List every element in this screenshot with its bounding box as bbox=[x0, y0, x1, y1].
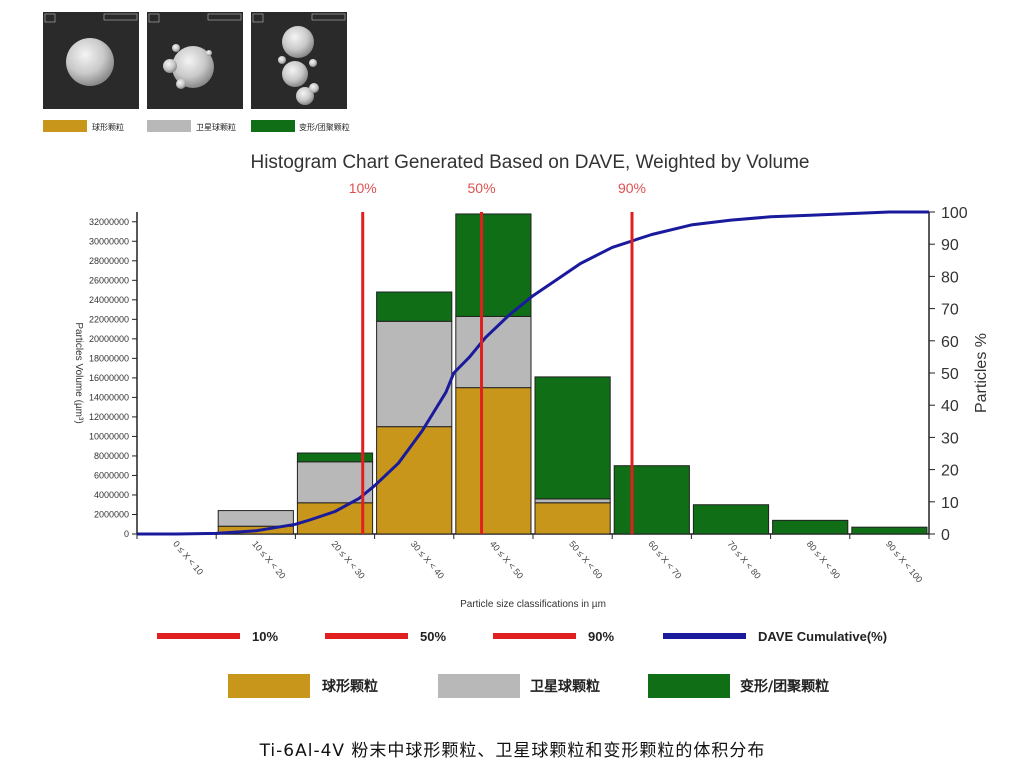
legend-label-satellite: 卫星球颗粒 bbox=[530, 678, 600, 695]
bar-6-series-2 bbox=[613, 465, 690, 535]
bar-5-series-0 bbox=[534, 502, 611, 535]
x-axis-label: Particle size classifications in µm bbox=[460, 599, 606, 610]
y-tick-label: 0 bbox=[124, 529, 129, 539]
y-tick-label: 4000000 bbox=[94, 490, 129, 500]
bar-3-series-0 bbox=[376, 426, 453, 535]
y2-tick-label: 40 bbox=[941, 398, 959, 415]
y-tick-label: 24000000 bbox=[89, 295, 129, 305]
x-tick-label: 20 ≤ X < 30 bbox=[329, 539, 366, 581]
y-tick-label: 10000000 bbox=[89, 431, 129, 441]
thumb-legend-swatch-2 bbox=[251, 120, 295, 132]
legend-swatch-satellite bbox=[438, 674, 520, 698]
x-tick-label: 70 ≤ X < 80 bbox=[725, 539, 762, 581]
y2-tick-label: 10 bbox=[941, 495, 959, 512]
thumb-legend-swatch-0 bbox=[43, 120, 87, 132]
axes bbox=[136, 212, 930, 535]
legend-label-90: 90% bbox=[588, 629, 614, 644]
y2-tick-label: 80 bbox=[941, 269, 959, 286]
x-tick-label: 80 ≤ X < 90 bbox=[805, 539, 842, 581]
x-tick-label: 40 ≤ X < 50 bbox=[488, 539, 525, 581]
thumbnail-satellite bbox=[147, 12, 243, 109]
y-tick-label: 14000000 bbox=[89, 392, 129, 402]
legend-label-50: 50% bbox=[420, 629, 446, 644]
x-tick-label: 0 ≤ X < 10 bbox=[171, 539, 205, 577]
figure-caption: Ti-6Al-4V 粉末中球形颗粒、卫星球颗粒和变形颗粒的体积分布 bbox=[259, 741, 766, 761]
chart: 球形颗粒 卫星球颗粒 变形/团聚颗粒 Histogram Chart Gener… bbox=[43, 12, 990, 698]
y-tick-label: 2000000 bbox=[94, 509, 129, 519]
y-tick-label: 30000000 bbox=[89, 236, 129, 246]
legend-label-spherical: 球形颗粒 bbox=[322, 678, 378, 695]
y-tick-label: 12000000 bbox=[89, 412, 129, 422]
legend-swatch-spherical bbox=[228, 674, 310, 698]
cumulative-layer bbox=[137, 210, 929, 536]
bar-5-series-1 bbox=[534, 498, 611, 504]
chart-title: Histogram Chart Generated Based on DAVE,… bbox=[250, 152, 809, 173]
y-tick-label: 18000000 bbox=[89, 353, 129, 363]
x-ticks: 0 ≤ X < 10 10 ≤ X < 20 20 ≤ X < 30 30 ≤ X <… bbox=[136, 534, 930, 585]
x-tick-label: 90 ≤ X < 100 bbox=[884, 539, 925, 585]
cumulative-line bbox=[137, 210, 929, 536]
y-tick-label: 8000000 bbox=[94, 451, 129, 461]
y2-axis-label: Particles % bbox=[973, 333, 990, 413]
bar-8-series-2 bbox=[772, 519, 849, 535]
y-tick-label: 16000000 bbox=[89, 373, 129, 383]
thumb-legend-label-0: 球形颗粒 bbox=[92, 122, 124, 132]
legend-label-cumulative: DAVE Cumulative(%) bbox=[758, 629, 887, 644]
y-axis-label: Particles Volume (µm³) bbox=[73, 322, 84, 423]
y-ticks-left: 0 2000000 4000000 6000000 8000000 10000000 120… bbox=[89, 217, 137, 539]
bar-5-series-2 bbox=[534, 376, 611, 500]
bar-4-series-0 bbox=[455, 387, 532, 535]
y2-tick-label: 90 bbox=[941, 237, 959, 254]
thumb-legend-swatch-1 bbox=[147, 120, 191, 132]
bar-1-series-1 bbox=[217, 510, 294, 527]
bar-2-series-2 bbox=[296, 452, 374, 463]
percentile-label-1: 50% bbox=[468, 180, 496, 196]
legend-label-10: 10% bbox=[252, 629, 278, 644]
y2-tick-label: 20 bbox=[941, 463, 959, 480]
legend-swatches: 球形颗粒 卫星球颗粒 变形/团聚颗粒 bbox=[228, 674, 829, 698]
percentile-label-2: 90% bbox=[618, 180, 646, 196]
bar-3-series-2 bbox=[376, 291, 453, 322]
legend-label-deformed: 变形/团聚颗粒 bbox=[740, 678, 829, 695]
percentile-layer: 10% 50% 90% bbox=[349, 180, 646, 534]
thumbnail-deformed bbox=[251, 12, 347, 109]
thumb-legend-label-2: 变形/团聚颗粒 bbox=[299, 122, 350, 132]
thumbnail-spherical bbox=[43, 12, 139, 109]
bar-4-series-1 bbox=[455, 315, 532, 389]
y2-tick-label: 60 bbox=[941, 334, 959, 351]
y-tick-label: 26000000 bbox=[89, 275, 129, 285]
thumbnail-legend: 球形颗粒 卫星球颗粒 变形/团聚颗粒 bbox=[43, 120, 350, 132]
x-tick-label: 10 ≤ X < 20 bbox=[250, 539, 287, 581]
x-tick-label: 50 ≤ X < 60 bbox=[567, 539, 604, 581]
bar-4-series-2 bbox=[455, 213, 532, 317]
y-tick-label: 22000000 bbox=[89, 314, 129, 324]
percentile-label-0: 10% bbox=[349, 180, 377, 196]
y-ticks-right: 0 10 20 30 40 50 60 70 80 90 100 bbox=[929, 205, 968, 544]
legend-swatch-deformed bbox=[648, 674, 730, 698]
thumb-legend-label-1: 卫星球颗粒 bbox=[196, 122, 236, 132]
y-tick-label: 32000000 bbox=[89, 217, 129, 227]
sem-thumbnails bbox=[43, 12, 347, 109]
y2-tick-label: 50 bbox=[941, 366, 959, 383]
x-tick-label: 30 ≤ X < 40 bbox=[409, 539, 446, 581]
legend-lines: 10% 50% 90% DAVE Cumulative(%) bbox=[157, 629, 887, 644]
bar-3-series-1 bbox=[376, 320, 453, 428]
bars-layer bbox=[217, 213, 928, 535]
y2-tick-label: 30 bbox=[941, 430, 959, 447]
x-tick-label: 60 ≤ X < 70 bbox=[646, 539, 683, 581]
y2-tick-label: 100 bbox=[941, 205, 968, 222]
y-tick-label: 6000000 bbox=[94, 470, 129, 480]
y-tick-label: 28000000 bbox=[89, 256, 129, 266]
bar-7-series-2 bbox=[692, 504, 770, 535]
y2-tick-label: 0 bbox=[941, 527, 950, 544]
y2-tick-label: 70 bbox=[941, 302, 959, 319]
bar-9-series-2 bbox=[851, 526, 928, 535]
y-tick-label: 20000000 bbox=[89, 334, 129, 344]
